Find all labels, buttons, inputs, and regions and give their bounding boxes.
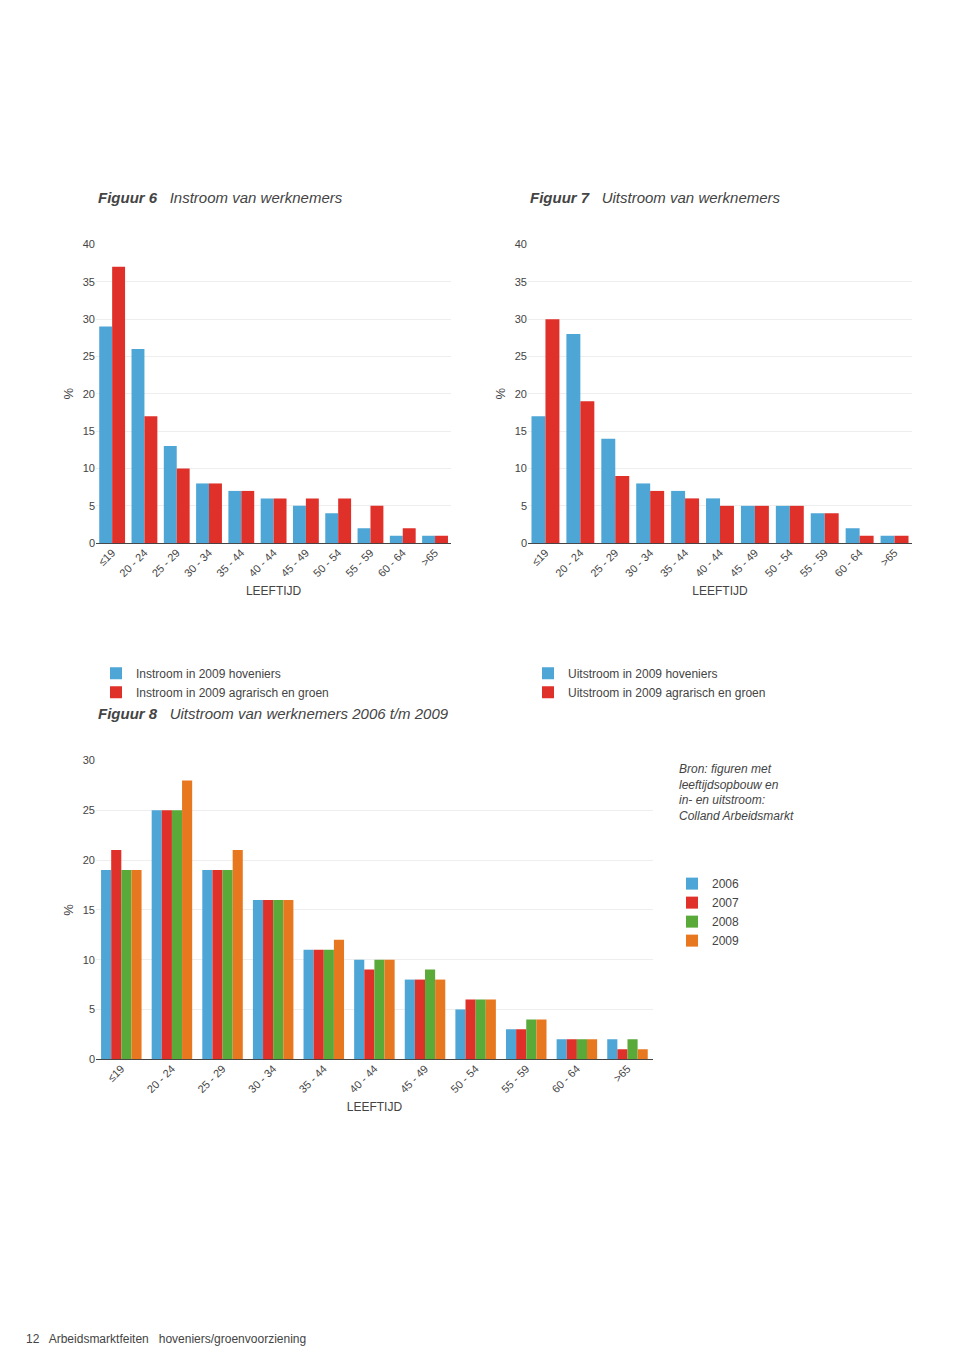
svg-text:>65: >65 bbox=[878, 547, 900, 569]
svg-text:10: 10 bbox=[515, 462, 527, 474]
svg-text:5: 5 bbox=[89, 500, 95, 512]
svg-text:30: 30 bbox=[83, 313, 95, 325]
svg-text:≤19: ≤19 bbox=[96, 547, 117, 568]
svg-text:Figuur 8 Uitstroom van werkn: Figuur 8 Uitstroom van werknemers 2006 t… bbox=[98, 705, 449, 722]
svg-text:25 - 29: 25 - 29 bbox=[195, 1063, 228, 1096]
svg-text:Instroom in 2009 hoveniers: Instroom in 2009 hoveniers bbox=[136, 667, 281, 681]
svg-text:%: % bbox=[493, 388, 508, 400]
svg-text:%: % bbox=[61, 388, 76, 400]
svg-text:Uitstroom in 2009 hoveniers: Uitstroom in 2009 hoveniers bbox=[568, 667, 717, 681]
svg-text:40: 40 bbox=[83, 238, 95, 250]
svg-text:45 - 49: 45 - 49 bbox=[398, 1063, 431, 1096]
svg-text:30: 30 bbox=[515, 313, 527, 325]
svg-text:>65: >65 bbox=[419, 547, 441, 569]
svg-text:60 - 64: 60 - 64 bbox=[375, 547, 408, 580]
svg-text:40 - 44: 40 - 44 bbox=[693, 547, 726, 580]
svg-text:25: 25 bbox=[515, 350, 527, 362]
svg-text:25 - 29: 25 - 29 bbox=[588, 547, 621, 580]
svg-text:60 - 64: 60 - 64 bbox=[549, 1063, 582, 1096]
svg-text:Uitstroom in 2009 agrarisch en: Uitstroom in 2009 agrarisch en groen bbox=[568, 686, 765, 700]
svg-text:55 - 59: 55 - 59 bbox=[499, 1063, 532, 1096]
svg-text:45 - 49: 45 - 49 bbox=[278, 547, 311, 580]
svg-text:Bron: figuren metleeftijdsopbo: Bron: figuren metleeftijdsopbouw enin- e… bbox=[679, 762, 794, 823]
svg-text:≤19: ≤19 bbox=[529, 547, 550, 568]
svg-text:%: % bbox=[61, 904, 76, 916]
svg-text:20: 20 bbox=[515, 388, 527, 400]
svg-text:40 - 44: 40 - 44 bbox=[347, 1063, 380, 1096]
svg-text:60 - 64: 60 - 64 bbox=[832, 547, 865, 580]
svg-text:35: 35 bbox=[83, 276, 95, 288]
svg-text:20 - 24: 20 - 24 bbox=[145, 1063, 178, 1096]
svg-text:30 - 34: 30 - 34 bbox=[246, 1063, 279, 1096]
svg-text:15: 15 bbox=[83, 904, 95, 916]
svg-text:15: 15 bbox=[515, 425, 527, 437]
svg-text:40 - 44: 40 - 44 bbox=[246, 547, 279, 580]
svg-text:30 - 34: 30 - 34 bbox=[623, 547, 656, 580]
svg-text:45 - 49: 45 - 49 bbox=[728, 547, 761, 580]
svg-text:25 - 29: 25 - 29 bbox=[149, 547, 182, 580]
svg-text:20 - 24: 20 - 24 bbox=[553, 547, 586, 580]
svg-text:2006: 2006 bbox=[712, 877, 739, 891]
svg-text:55 - 59: 55 - 59 bbox=[343, 547, 376, 580]
svg-text:10: 10 bbox=[83, 462, 95, 474]
svg-text:2007: 2007 bbox=[712, 896, 739, 910]
svg-text:20: 20 bbox=[83, 854, 95, 866]
svg-text:50 - 54: 50 - 54 bbox=[762, 547, 795, 580]
svg-text:2009: 2009 bbox=[712, 934, 739, 948]
svg-text:5: 5 bbox=[521, 500, 527, 512]
svg-text:30 - 34: 30 - 34 bbox=[182, 547, 215, 580]
svg-text:LEEFTIJD: LEEFTIJD bbox=[692, 584, 748, 598]
svg-text:2008: 2008 bbox=[712, 915, 739, 929]
svg-text:50 - 54: 50 - 54 bbox=[311, 547, 344, 580]
svg-text:≤19: ≤19 bbox=[105, 1063, 126, 1084]
svg-text:12 Arbeidsmarktfeiten hove: 12 Arbeidsmarktfeiten hoveniers/groenvoo… bbox=[26, 1332, 306, 1346]
svg-text:>65: >65 bbox=[611, 1063, 633, 1085]
svg-text:20 - 24: 20 - 24 bbox=[117, 547, 150, 580]
svg-text:50 - 54: 50 - 54 bbox=[448, 1063, 481, 1096]
svg-text:Figuur 6 Instroom van werkne: Figuur 6 Instroom van werknemers bbox=[98, 189, 343, 206]
svg-text:0: 0 bbox=[89, 537, 95, 549]
svg-text:40: 40 bbox=[515, 238, 527, 250]
svg-text:25: 25 bbox=[83, 350, 95, 362]
svg-text:30: 30 bbox=[83, 754, 95, 766]
svg-text:0: 0 bbox=[89, 1053, 95, 1065]
svg-text:35: 35 bbox=[515, 276, 527, 288]
svg-text:0: 0 bbox=[521, 537, 527, 549]
svg-text:35 - 44: 35 - 44 bbox=[214, 547, 247, 580]
svg-text:10: 10 bbox=[83, 954, 95, 966]
svg-text:35 - 44: 35 - 44 bbox=[296, 1063, 329, 1096]
svg-text:20: 20 bbox=[83, 388, 95, 400]
svg-text:5: 5 bbox=[89, 1003, 95, 1015]
svg-text:55 - 59: 55 - 59 bbox=[797, 547, 830, 580]
svg-text:LEEFTIJD: LEEFTIJD bbox=[347, 1100, 403, 1114]
svg-text:35 - 44: 35 - 44 bbox=[658, 547, 691, 580]
svg-text:LEEFTIJD: LEEFTIJD bbox=[246, 584, 302, 598]
svg-text:Instroom in 2009 agrarisch en: Instroom in 2009 agrarisch en groen bbox=[136, 686, 329, 700]
svg-text:Figuur 7 Uitstroom van werkn: Figuur 7 Uitstroom van werknemers bbox=[530, 189, 781, 206]
svg-text:15: 15 bbox=[83, 425, 95, 437]
svg-text:25: 25 bbox=[83, 804, 95, 816]
